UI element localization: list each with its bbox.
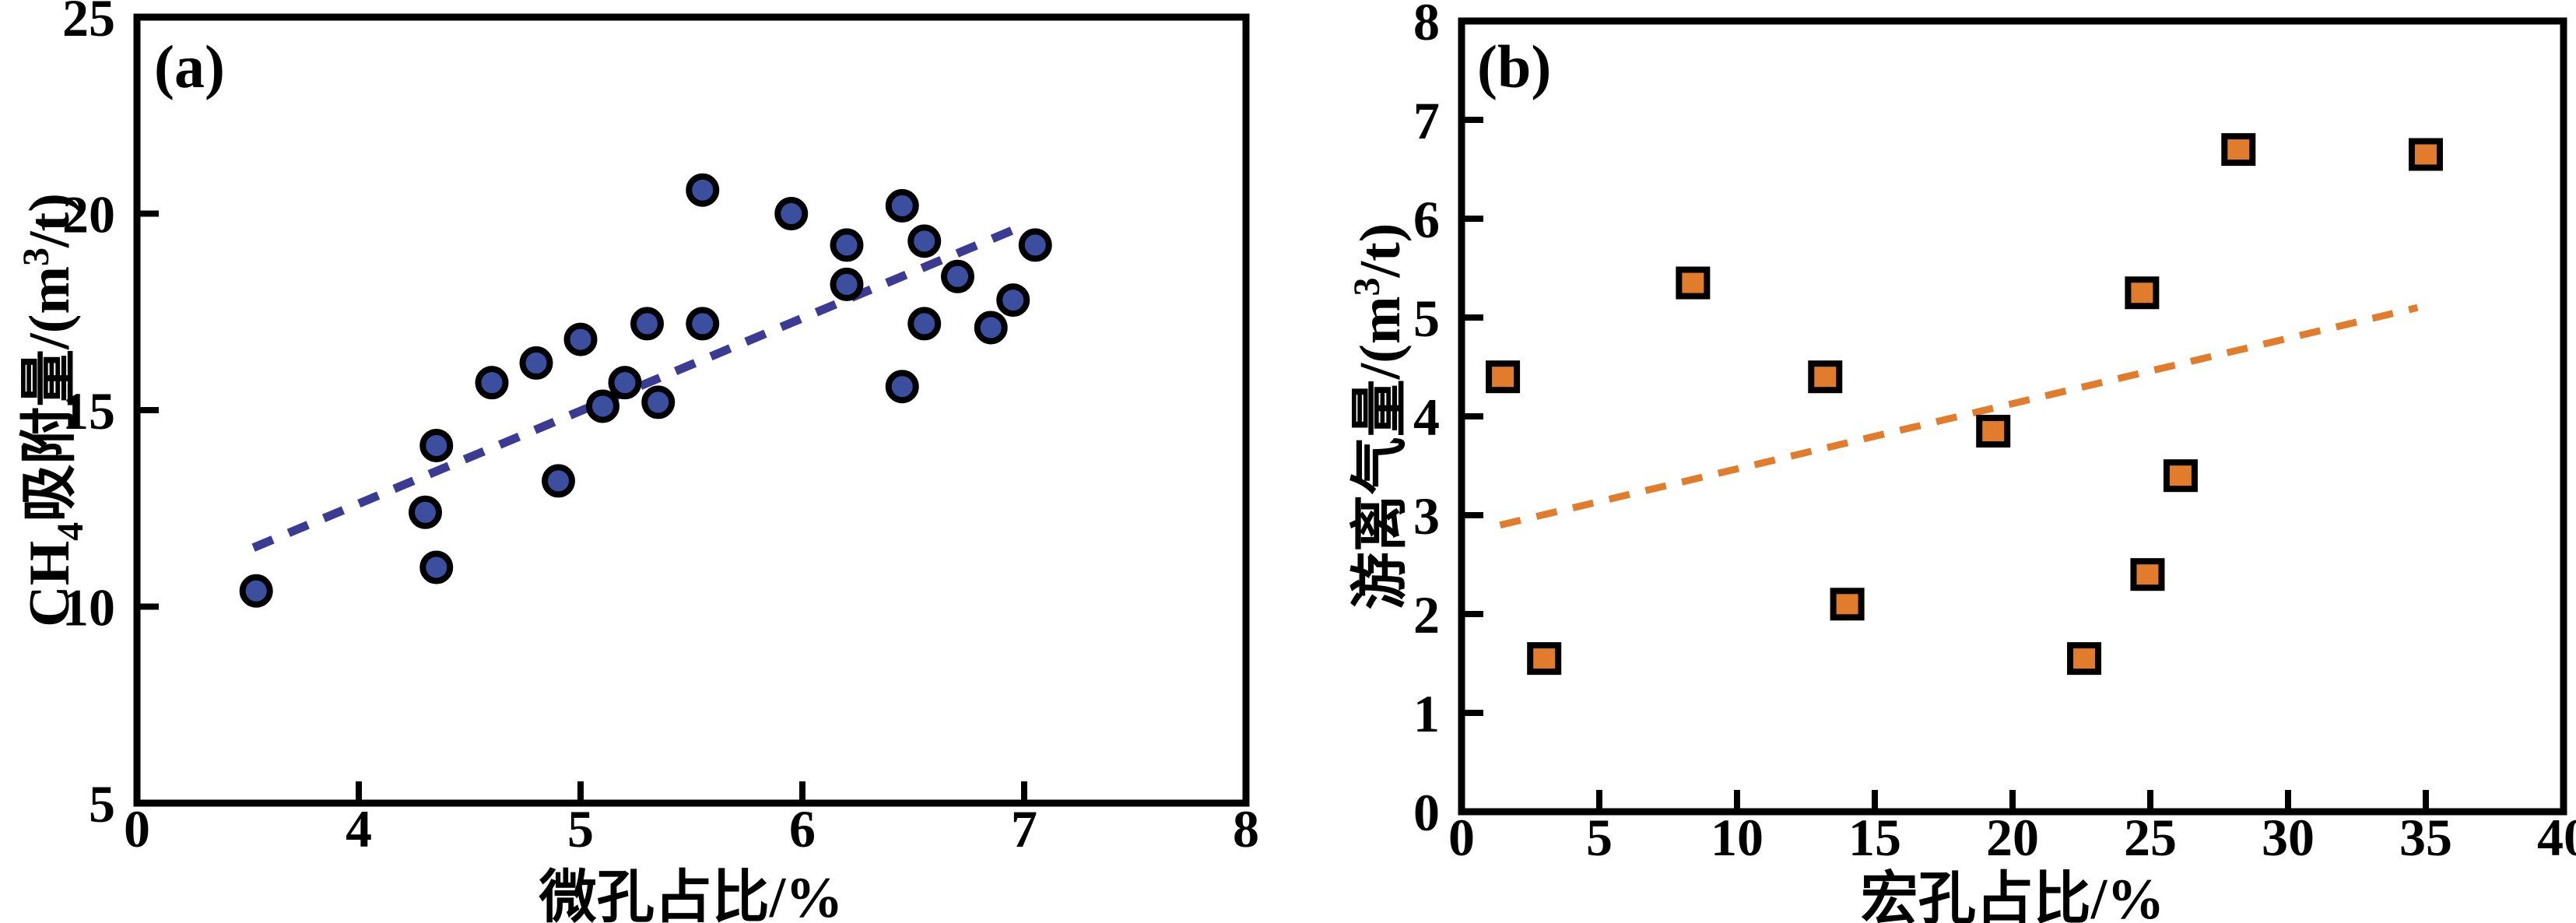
y-tick-label-b: 7 (1413, 91, 1440, 150)
plot-frame-a (133, 13, 1250, 807)
data-point-a (419, 428, 454, 462)
data-point-b (1830, 588, 1865, 621)
x-tick-label-a: 0 (124, 799, 150, 858)
data-point-a (830, 267, 864, 301)
data-point-a (907, 224, 942, 258)
data-point-a (409, 495, 442, 529)
data-point-a (239, 574, 273, 608)
data-point-b (2067, 642, 2102, 676)
plot-frame-b (1458, 17, 2567, 816)
data-point-b (1976, 415, 2011, 448)
y-tick-label-a: 10 (62, 578, 115, 637)
data-point-b (1486, 360, 1521, 394)
data-point-b (2130, 558, 2165, 591)
panel-b: 0 5 10 15 20 25 30 35 40 0 1 2 3 4 5 6 7 8 (b) 宏孔占比/% 游离气… (1346, 0, 2576, 923)
trend-line-a (251, 221, 1027, 552)
data-point-b (2221, 133, 2256, 167)
panel-a-y-axis-label: CH4吸附量/(m3/t) (16, 193, 91, 627)
x-tick-label-a: 6 (789, 799, 816, 858)
y-tick-label-a: 5 (89, 774, 115, 834)
y-tick-label-a: 25 (62, 0, 115, 47)
y-tick-label-b: 5 (1413, 289, 1440, 348)
y-tick-label-b: 8 (1413, 0, 1440, 51)
data-point-b (1527, 642, 1562, 676)
y-tick-label-b: 2 (1413, 585, 1440, 644)
x-tick-label-a: 5 (567, 799, 594, 858)
y-tick-label-b: 6 (1413, 190, 1440, 249)
x-tick-label-b: 25 (2124, 808, 2177, 867)
x-tick-label-b: 15 (1848, 808, 1901, 867)
x-tick-label-b: 20 (1986, 808, 2039, 867)
data-point-a (974, 311, 1008, 345)
y-tick-label-b: 4 (1413, 388, 1440, 447)
data-point-a (608, 366, 642, 400)
data-point-a (586, 389, 619, 423)
x-tick-label-b: 40 (2537, 808, 2576, 867)
data-point-a (885, 370, 919, 404)
x-tick-label-a: 7 (1011, 799, 1037, 858)
x-tick-label-b: 0 (1448, 808, 1475, 867)
y-tick-label-a: 15 (62, 381, 115, 440)
data-point-a (686, 173, 720, 207)
data-point-a (941, 259, 974, 293)
x-tick-label-a: 4 (346, 799, 372, 858)
data-point-a (774, 197, 809, 230)
panel-a-tag: (a) (154, 33, 225, 100)
data-point-a (519, 346, 553, 380)
trend-line-b (1499, 304, 2419, 529)
y-tick-label-b: 3 (1413, 486, 1440, 546)
data-point-a (686, 307, 720, 341)
data-point-a (1018, 228, 1052, 262)
data-point-b (2409, 138, 2443, 171)
panel-b-y-axis-label: 游离气量/(m3/t) (1346, 223, 1413, 610)
data-point-a (475, 366, 509, 400)
data-point-a (907, 307, 942, 341)
x-tick-label-b: 10 (1711, 808, 1764, 867)
y-tick-label-a: 20 (62, 185, 115, 244)
data-point-a (885, 188, 919, 223)
data-point-a (830, 228, 864, 262)
panel-b-tag: (b) (1477, 33, 1551, 100)
x-tick-label-b: 30 (2262, 808, 2315, 867)
data-point-a (542, 464, 575, 498)
panel-b-dynamic: 0 5 10 15 20 25 30 35 40 0 1 2 3 4 5 6 7 8 (1413, 0, 2576, 867)
data-point-b (2125, 276, 2160, 310)
x-tick-label-a: 8 (1233, 799, 1259, 858)
panel-a: 0 4 5 6 7 8 5 10 15 20 25 (a) 微孔占比/% CH4吸附量/(m3/t) (16, 0, 1259, 923)
data-point-a (419, 550, 454, 584)
data-point-b (1808, 360, 1843, 394)
data-point-a (641, 385, 676, 419)
y-tick-label-b: 1 (1413, 684, 1440, 743)
data-point-a (996, 283, 1030, 318)
data-point-b (1676, 266, 1711, 300)
panel-a-x-axis-label: 微孔占比/% (539, 866, 844, 923)
x-tick-label-b: 5 (1586, 808, 1613, 867)
data-point-b (2163, 459, 2198, 493)
y-tick-label-b: 0 (1413, 783, 1440, 842)
panel-a-dynamic: 0 4 5 6 7 8 5 10 15 20 25 (62, 0, 1259, 858)
data-point-a (563, 322, 598, 356)
panel-b-x-axis-label: 宏孔占比/% (1861, 868, 2165, 923)
data-point-a (630, 307, 664, 341)
x-tick-label-b: 35 (2399, 808, 2452, 867)
